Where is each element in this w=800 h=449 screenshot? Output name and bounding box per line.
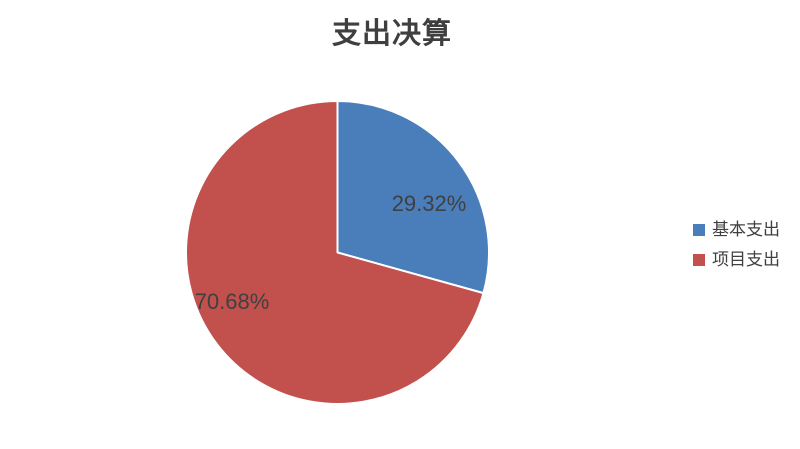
legend-item-project-expenditure: 项目支出: [693, 251, 780, 269]
legend-label: 项目支出: [712, 250, 780, 270]
legend-item-basic-expenditure: 基本支出: [693, 221, 780, 239]
chart-legend: 基本支出 项目支出: [693, 221, 780, 281]
legend-label: 基本支出: [712, 220, 780, 240]
legend-swatch-blue-icon: [693, 224, 705, 236]
pie-slice-0: [336, 100, 490, 295]
data-label-basic-expenditure: 29.32%: [391, 191, 467, 216]
pie-slice-1: [185, 100, 485, 405]
chart-title: 支出决算: [331, 16, 452, 50]
legend-swatch-red-icon: [693, 254, 705, 266]
data-label-project-expenditure: 70.68%: [194, 289, 270, 314]
